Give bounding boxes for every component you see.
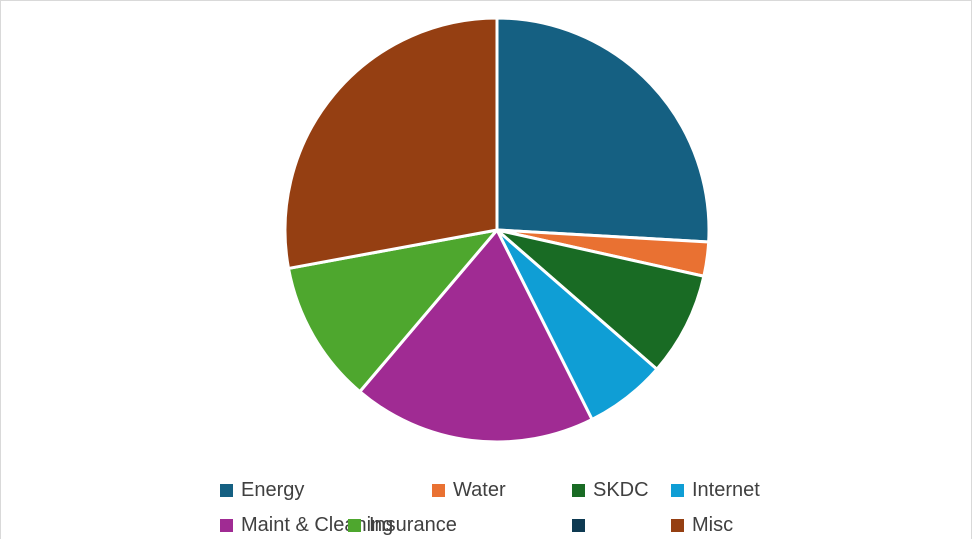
pie-slice-skdc xyxy=(495,228,706,371)
pie-slice-maint-cleaning xyxy=(358,228,594,444)
pie-slice-insurance xyxy=(287,228,499,394)
pie-slice-misc xyxy=(283,16,499,270)
pie-slice-energy xyxy=(495,16,711,244)
